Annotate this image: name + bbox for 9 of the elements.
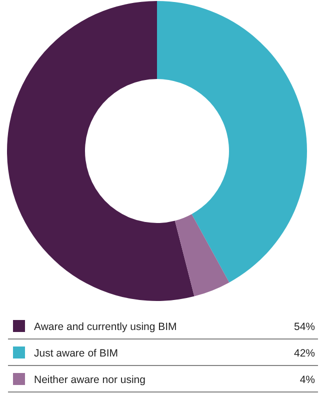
donut-slice <box>174 214 230 296</box>
donut-slice <box>7 1 194 301</box>
data-label: 42% <box>294 348 315 360</box>
donut-slice <box>157 1 307 282</box>
data-label: 54% <box>294 321 315 333</box>
legend-label: Aware and currently using BIM <box>34 321 177 333</box>
legend-label: Just aware of BIM <box>34 348 118 360</box>
legend-label: Neither aware nor using <box>34 374 146 386</box>
data-label: 4% <box>300 374 315 386</box>
